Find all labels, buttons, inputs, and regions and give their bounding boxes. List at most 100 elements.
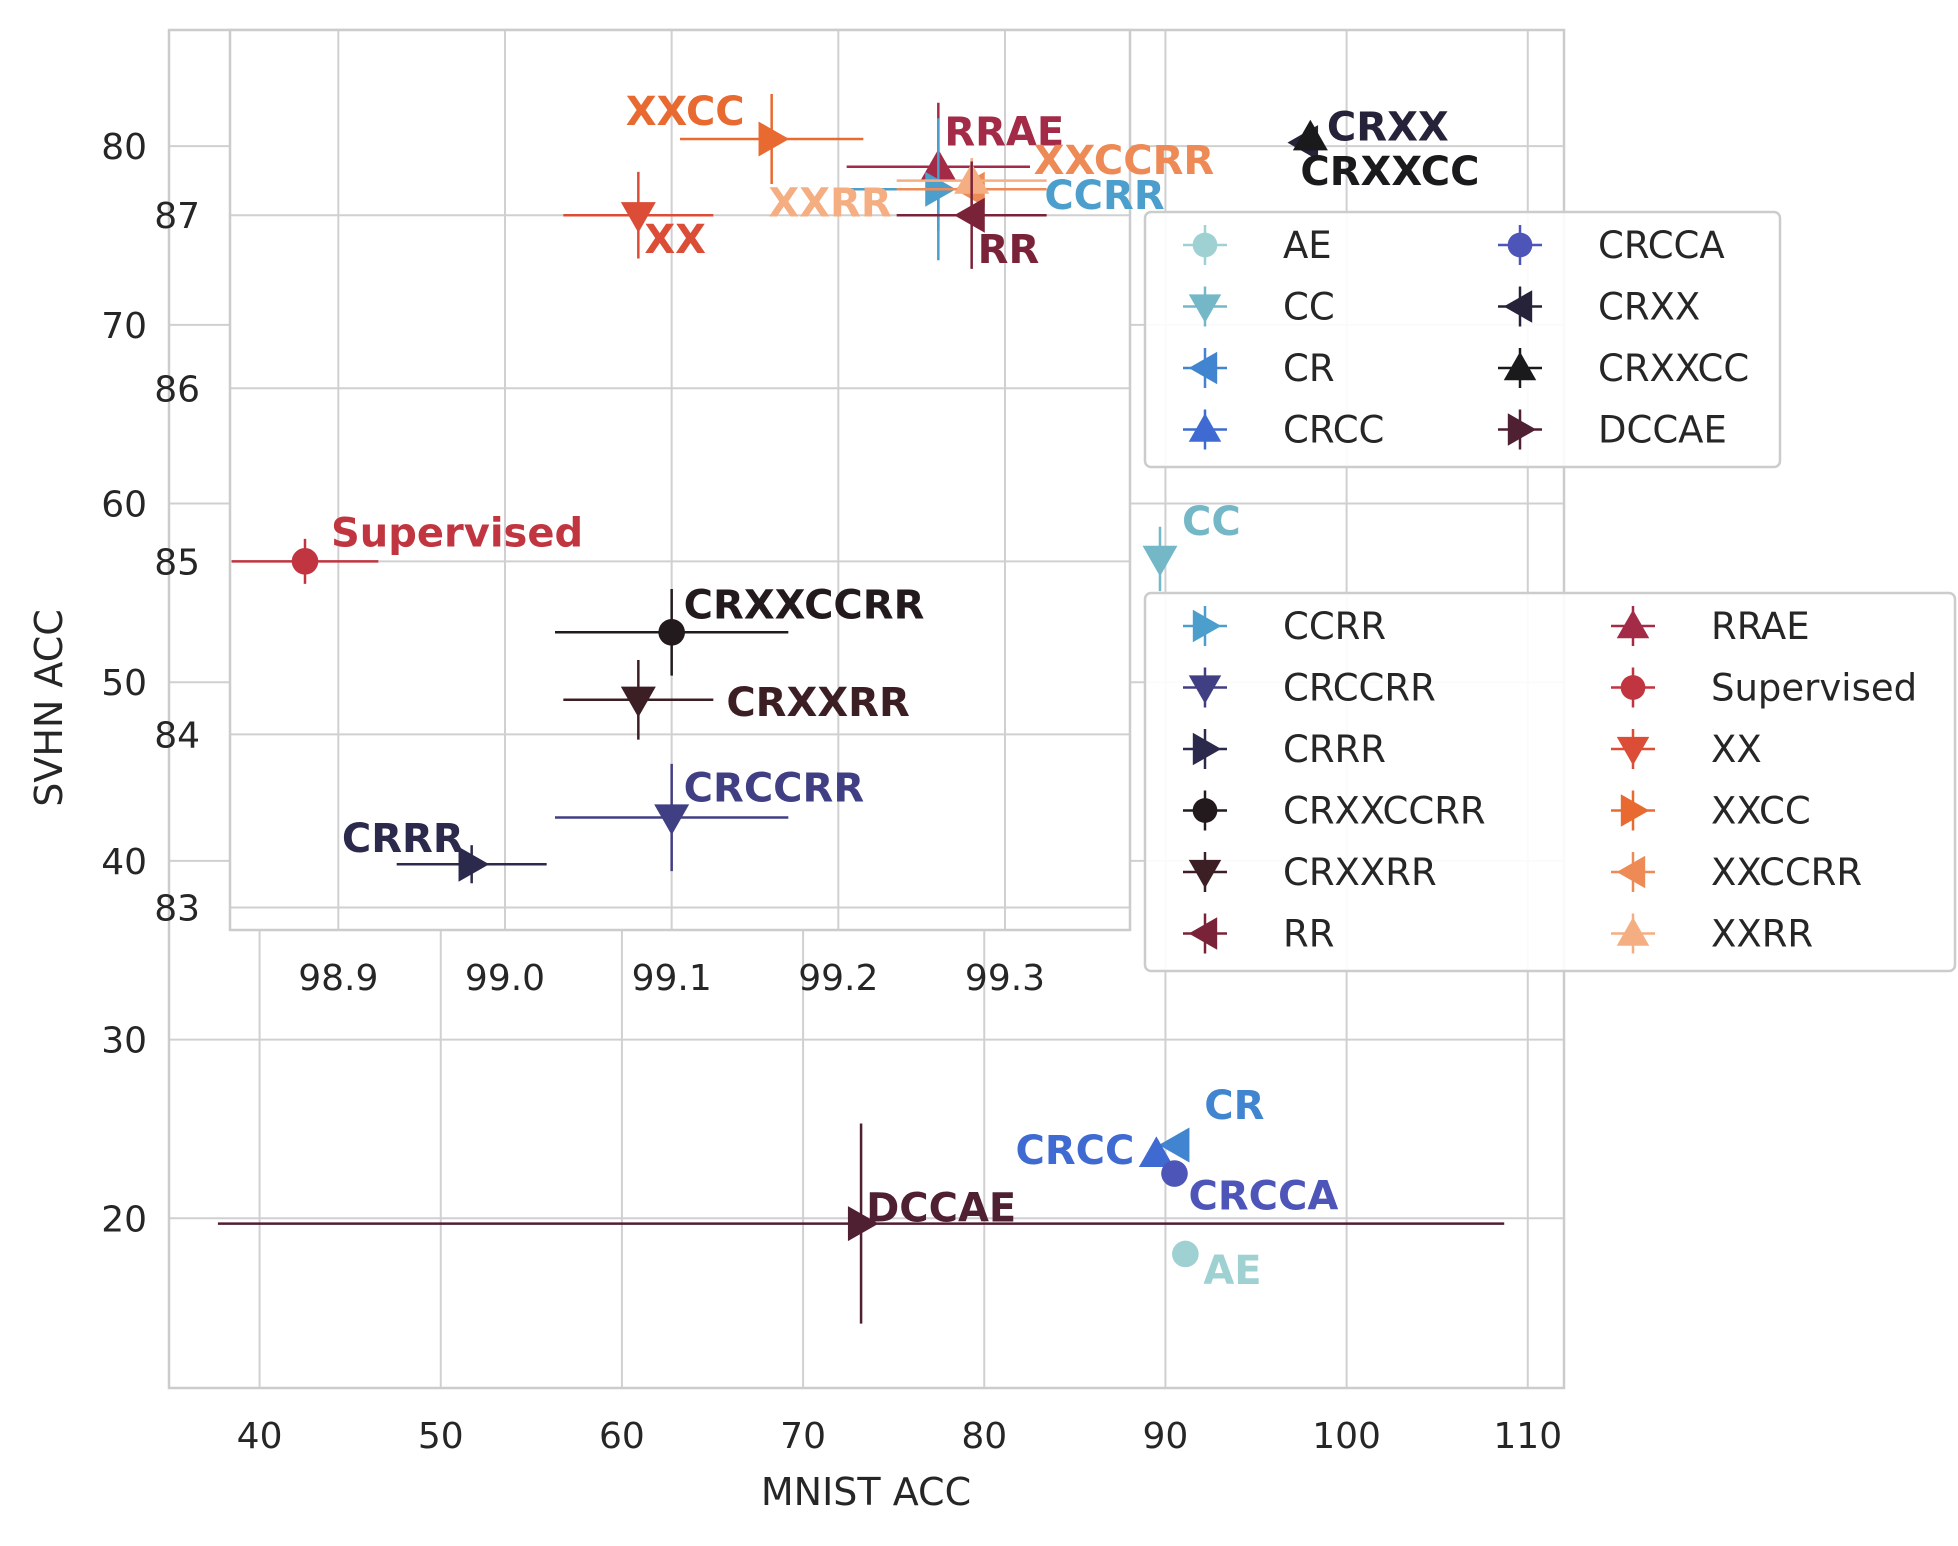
label-crcca: CRCCA — [1188, 1174, 1338, 1220]
label-dccae: DCCAE — [866, 1186, 1016, 1232]
legend-label: XXRR — [1711, 913, 1813, 956]
inset-x-tick-label: 99.2 — [798, 958, 878, 999]
legend-label: CC — [1283, 286, 1335, 329]
label-xx: XX — [644, 217, 706, 263]
inset-y-tick-label: 85 — [154, 542, 200, 583]
main-x-tick-label: 50 — [418, 1416, 464, 1457]
legend-label: CCRR — [1283, 605, 1386, 648]
legend-item-rrae: RRAE — [1611, 605, 1810, 648]
main-legend: AE CC CR CRCC CRCCA CRXX CRXXCC DCCAE — [1143, 210, 1782, 469]
point-crccrr — [555, 763, 789, 872]
legend-marker — [1616, 917, 1650, 946]
legend-item-cr: CR — [1183, 347, 1335, 390]
main-y-tick-label: 60 — [101, 485, 147, 526]
inset-y-tick-label: 83 — [154, 889, 200, 930]
legend-label: CRRR — [1283, 728, 1386, 771]
marker-xxcc — [758, 121, 790, 157]
main-x-tick-label: 40 — [237, 1416, 283, 1457]
legend-marker — [1192, 798, 1218, 823]
marker-crxxcc — [1292, 119, 1328, 151]
inset-point-labels: Supervised CRXXCCRR CRXXRR CRCCRR CRRR XXCC XX… — [331, 89, 1214, 862]
legend-label: XX — [1711, 728, 1762, 771]
point-cc — [1142, 526, 1178, 592]
main-y-tick-label: 50 — [101, 663, 147, 704]
legend-label: RRAE — [1711, 605, 1810, 648]
label-crcc: CRCC — [1015, 1128, 1134, 1174]
legend-label: AE — [1283, 224, 1332, 267]
legend-item-crxxcc: CRXXCC — [1498, 347, 1749, 390]
label-crxxcc: CRXXCC — [1300, 149, 1479, 195]
main-x-tick-label: 60 — [599, 1416, 645, 1457]
label-crrr: CRRR — [342, 816, 464, 862]
inset-x-tick-label: 99.0 — [465, 958, 545, 999]
label-cr: CR — [1204, 1083, 1264, 1129]
legend-item-ccrr: CCRR — [1183, 605, 1386, 648]
legend-marker — [1503, 290, 1533, 323]
inset-data-points — [231, 94, 1047, 884]
legend-item-crcca: CRCCA — [1498, 224, 1725, 267]
main-x-tick-label: 110 — [1493, 1416, 1562, 1457]
main-x-tick-label: 70 — [780, 1416, 826, 1457]
label-supervised: Supervised — [331, 510, 583, 556]
label-crxx: CRXX — [1327, 105, 1449, 151]
marker-dccae — [847, 1206, 879, 1242]
inset-x-tick-label: 99.3 — [965, 958, 1045, 999]
main-x-tick-label: 100 — [1312, 1416, 1381, 1457]
point-dccae — [217, 1123, 1505, 1324]
legend-label: CRCCRR — [1283, 667, 1436, 710]
legend-label: CRXXCCRR — [1283, 790, 1486, 833]
marker-crrr — [458, 846, 490, 882]
legend-marker — [1620, 794, 1650, 827]
label-ae: AE — [1203, 1248, 1261, 1294]
label-ccrr: CCRR — [1044, 173, 1164, 219]
y-axis-label: SVHN ACC — [27, 609, 71, 807]
legend-item-xxrr: XXRR — [1611, 913, 1813, 956]
main-y-tick-label: 30 — [101, 1021, 147, 1062]
marker-cc — [1142, 545, 1178, 577]
legend-label: CR — [1283, 347, 1335, 390]
legend-label: DCCAE — [1598, 409, 1727, 452]
legend-item-crxx: CRXX — [1498, 286, 1700, 329]
legend-label: XXCC — [1711, 790, 1811, 833]
legend-label: CRXXRR — [1283, 851, 1437, 894]
point-crrr — [396, 845, 547, 884]
main-y-tick-label: 20 — [101, 1199, 147, 1240]
legend-marker — [1616, 855, 1646, 889]
marker-crcca — [1161, 1160, 1188, 1187]
legend-item-crxxrr: CRXXRR — [1183, 851, 1437, 894]
legend-marker — [1192, 732, 1222, 766]
inset-plot-grid — [230, 30, 1130, 930]
legend-item-xxcc: XXCC — [1611, 790, 1811, 833]
inset-plot-frame — [228, 28, 1132, 932]
legend-marker — [1616, 736, 1650, 766]
main-tick-labels: 40 50 60 70 80 90 100 110 20 30 40 50 60 70 80 — [101, 127, 1562, 1457]
marker-rr — [954, 197, 985, 233]
legend-marker — [1188, 351, 1218, 385]
legend-item-rr: RR — [1183, 913, 1334, 956]
legend-marker — [1188, 413, 1222, 442]
label-xxrr: XXRR — [768, 181, 891, 227]
legend-item-crrr: CRRR — [1183, 728, 1386, 771]
label-crxxrr: CRXXRR — [726, 680, 909, 726]
legend-item-dccae: DCCAE — [1498, 409, 1727, 452]
label-crxxccrr: CRXXCCRR — [684, 582, 925, 628]
label-xxccrr: XXCCRR — [1034, 138, 1215, 184]
inset-x-tick-label: 98.9 — [298, 958, 378, 999]
marker-crccrr — [654, 804, 690, 835]
legend-box — [1143, 210, 1782, 469]
point-crcc — [1138, 1136, 1174, 1168]
legend-label: CRCCA — [1598, 224, 1725, 267]
legend-marker — [1507, 232, 1533, 258]
point-crxxccrr — [555, 589, 789, 676]
marker-crxxrr — [620, 686, 656, 718]
inset-background — [230, 30, 1130, 930]
legend-label: Supervised — [1711, 667, 1917, 710]
label-cc: CC — [1182, 499, 1241, 545]
legend-marker — [1192, 232, 1218, 258]
inset-y-tick-label: 86 — [154, 369, 200, 410]
main-x-tick-label: 80 — [961, 1416, 1007, 1457]
legend-label: XXCCRR — [1711, 851, 1862, 894]
legend-item-crccrr: CRCCRR — [1183, 667, 1436, 710]
legend-item-ae: AE — [1183, 224, 1332, 267]
